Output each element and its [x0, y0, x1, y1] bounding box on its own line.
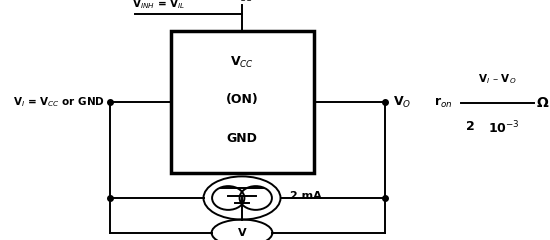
Text: 2 mA: 2 mA — [290, 191, 322, 201]
Bar — [170, 31, 314, 173]
Text: V$_I$ = V$_{CC}$ or GND: V$_I$ = V$_{CC}$ or GND — [13, 95, 105, 109]
Text: 10$^{-3}$: 10$^{-3}$ — [488, 120, 520, 137]
Text: V: V — [238, 228, 246, 238]
Text: V$_{INH}$ = V$_{IL}$: V$_{INH}$ = V$_{IL}$ — [132, 0, 185, 11]
Text: V$_O$: V$_O$ — [393, 95, 411, 109]
Text: GND: GND — [227, 132, 257, 145]
Text: 2: 2 — [466, 120, 475, 133]
Text: (ON): (ON) — [226, 93, 258, 106]
Text: V$_{CC}$: V$_{CC}$ — [230, 0, 254, 4]
Text: V$_I$ – V$_O$: V$_I$ – V$_O$ — [478, 72, 516, 86]
Text: Ω: Ω — [536, 96, 548, 110]
Text: r$_{on}$: r$_{on}$ — [434, 96, 453, 110]
Text: V$_{CC}$: V$_{CC}$ — [230, 55, 254, 70]
